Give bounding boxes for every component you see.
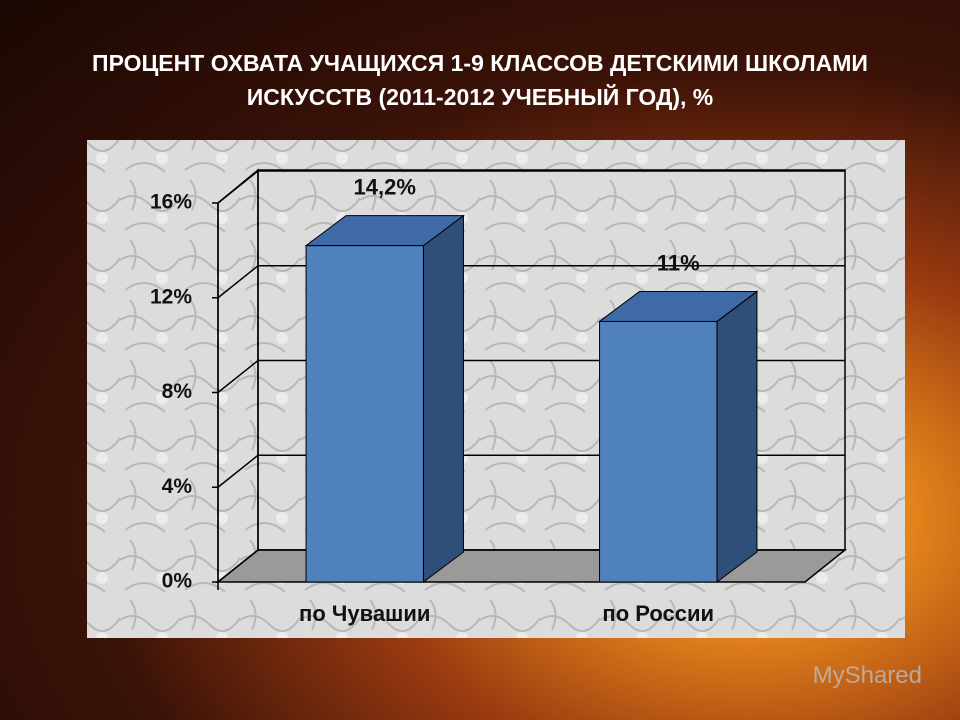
bar [305, 245, 424, 583]
watermark: MyShared [812, 662, 922, 689]
y-tick-label: 16% [150, 191, 192, 214]
y-tick-label: 0% [162, 570, 193, 593]
y-tick-label: 12% [150, 285, 192, 308]
x-tick-label: по России [602, 601, 714, 626]
grid-line [217, 265, 259, 299]
value-label: 11% [657, 250, 700, 275]
value-label: 14,2% [354, 174, 416, 199]
bar-side [422, 214, 464, 583]
grid-line [217, 454, 259, 488]
grid-line [217, 549, 259, 583]
bar [599, 320, 718, 583]
y-tick-label: 8% [162, 380, 193, 403]
grid-line [217, 359, 259, 394]
x-tick-label: по Чувашии [299, 601, 430, 626]
y-tick-label: 4% [162, 475, 193, 498]
bar-side [716, 290, 758, 583]
chart-title: ПРОЦЕНТ ОХВАТА УЧАЩИХСЯ 1-9 КЛАССОВ ДЕТС… [92, 50, 868, 110]
grid-line [217, 170, 259, 204]
